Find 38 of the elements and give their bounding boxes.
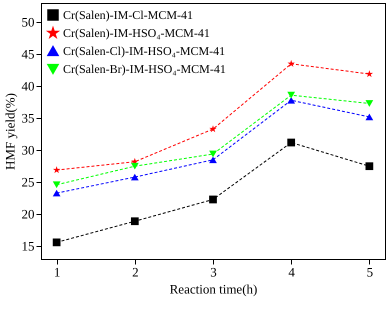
y-tick-label: 30 bbox=[22, 142, 34, 158]
point bbox=[366, 70, 374, 78]
legend-label: Cr(Salen-Cl)-IM-HSO₄-MCM-41 bbox=[63, 44, 226, 58]
point bbox=[52, 181, 61, 188]
legend-label: Cr(Salen-Br)-IM-HSO₄-MCM-41 bbox=[63, 62, 226, 76]
point bbox=[52, 166, 60, 174]
legend-label: Cr(Salen)-IM-HSO₄-MCM-41 bbox=[63, 26, 210, 40]
legend-label: Cr(Salen)-IM-Cl-MCM-41 bbox=[63, 8, 193, 22]
y-tick-label: 20 bbox=[22, 206, 34, 222]
x-tick-label: 4 bbox=[288, 264, 296, 280]
point bbox=[52, 238, 61, 246]
x-axis-title: Reaction time(h) bbox=[170, 282, 258, 296]
y-tick-label: 45 bbox=[22, 46, 34, 62]
point bbox=[287, 138, 296, 146]
x-tick-label: 1 bbox=[54, 264, 60, 280]
point bbox=[209, 125, 217, 132]
point bbox=[365, 100, 374, 107]
x-tick-label: 5 bbox=[366, 264, 374, 280]
y-tick-label: 15 bbox=[22, 238, 34, 254]
x-tick-label: 2 bbox=[132, 264, 139, 280]
point bbox=[287, 96, 296, 104]
x-tick-label: 3 bbox=[210, 264, 217, 280]
point bbox=[209, 150, 217, 158]
point bbox=[365, 162, 374, 170]
point bbox=[52, 190, 61, 196]
point bbox=[130, 217, 139, 226]
point bbox=[287, 92, 296, 99]
point bbox=[130, 174, 139, 180]
y-tick-label: 50 bbox=[22, 14, 34, 30]
y-tick-label: 40 bbox=[22, 78, 34, 94]
point bbox=[288, 60, 295, 67]
point bbox=[209, 196, 217, 204]
point bbox=[130, 162, 139, 170]
y-tick-label: 25 bbox=[22, 174, 34, 190]
y-axis-title: HMF yield(%) bbox=[2, 93, 18, 170]
point bbox=[209, 156, 217, 164]
y-tick-label: 35 bbox=[22, 110, 34, 126]
point bbox=[365, 114, 374, 120]
